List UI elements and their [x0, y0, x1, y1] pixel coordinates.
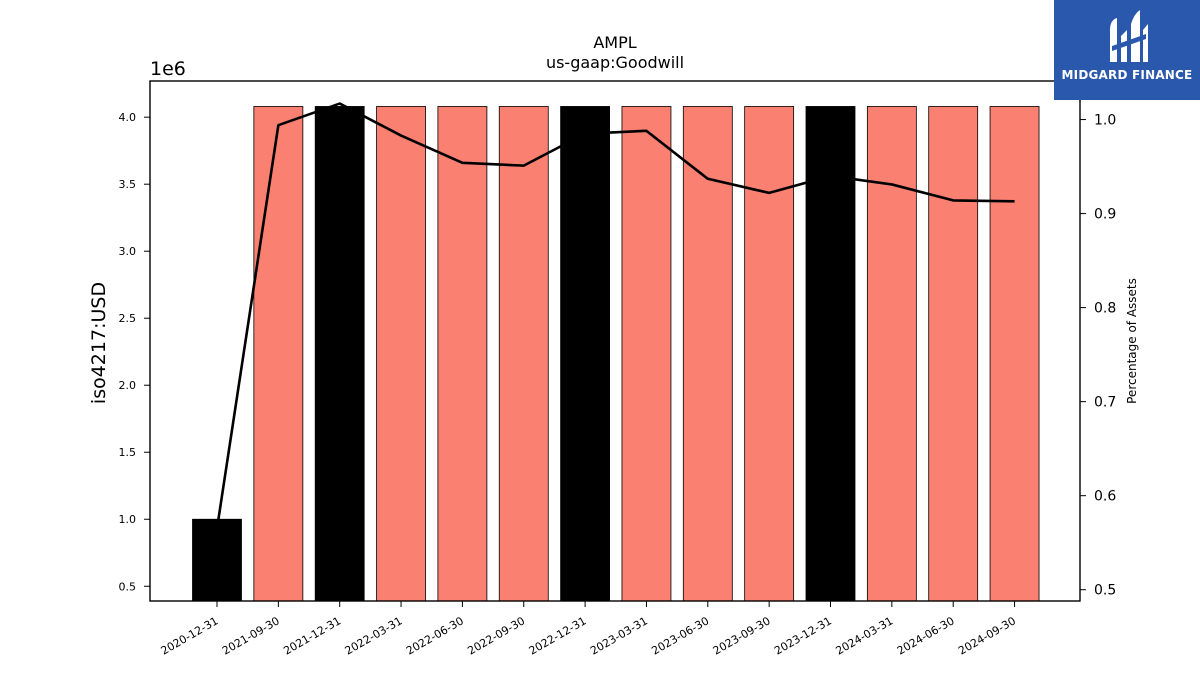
bar-2020-12-31 — [192, 518, 242, 602]
percentage-of-assets-line — [215, 102, 1015, 529]
x-tick-label: 2022-09-30 — [465, 614, 527, 657]
y2-tick-label: 0.7 — [1094, 395, 1116, 411]
left-axis-ticks: 0.5 1.0 1.5 2.0 2.5 3.0 3.5 4.0 — [119, 111, 150, 593]
y-tick-label: 2.0 — [119, 379, 137, 392]
x-tick-label: 2020-12-31 — [159, 614, 221, 657]
y2-axis-label: Percentage of Assets — [1125, 278, 1139, 404]
y-tick-label: 0.5 — [119, 580, 137, 593]
x-tick-label: 2022-12-31 — [527, 614, 589, 657]
x-tick-label: 2022-03-31 — [343, 614, 405, 657]
x-tick-label: 2021-09-30 — [220, 614, 282, 657]
bar-2023-09-30 — [744, 106, 795, 602]
y-tick-label: 3.0 — [119, 245, 137, 258]
y2-tick-label: 0.9 — [1094, 207, 1116, 223]
bar-2022-12-31 — [560, 106, 610, 602]
x-tick-label: 2024-06-30 — [895, 614, 957, 657]
midgard-finance-logo: MIDGARD FINANCE — [1054, 0, 1200, 100]
midgard-logo-icon — [1110, 10, 1148, 62]
x-tick-label: 2022-06-30 — [404, 614, 466, 657]
x-tick-label: 2023-12-31 — [772, 614, 834, 657]
bar-2021-09-30 — [253, 106, 304, 602]
y-axis-label: iso4217:USD — [88, 282, 110, 404]
y2-tick-label: 0.6 — [1094, 489, 1116, 505]
chart-title: AMPL — [593, 33, 636, 52]
bar-2022-09-30 — [498, 106, 549, 602]
bar-2021-12-31 — [314, 106, 365, 602]
x-tick-label: 2023-03-31 — [588, 614, 650, 657]
bar-2023-12-31 — [805, 106, 856, 602]
x-tick-label: 2024-03-31 — [833, 614, 895, 657]
y-tick-label: 1.0 — [119, 513, 137, 526]
x-tick-label: 2023-09-30 — [711, 614, 773, 657]
bar-2022-03-31 — [376, 106, 426, 602]
x-tick-label: 2024-09-30 — [956, 614, 1018, 657]
bar-2024-03-31 — [866, 106, 917, 602]
bar-2024-09-30 — [989, 106, 1040, 602]
y-tick-label: 4.0 — [119, 111, 137, 124]
chart-subtitle: us-gaap:Goodwill — [546, 53, 684, 72]
y2-tick-label: 1.0 — [1094, 113, 1116, 129]
logo-text: MIDGARD FINANCE — [1061, 68, 1193, 82]
right-axis-ticks: 0.5 0.6 0.7 0.8 0.9 1.0 — [1080, 113, 1116, 599]
x-tick-label: 2023-06-30 — [649, 614, 711, 657]
bar-2023-03-31 — [621, 106, 672, 602]
plot-frame — [149, 80, 1081, 602]
x-axis-ticks: 2020-12-31 2021-09-30 2021-12-31 2022-03-31… — [159, 601, 1018, 658]
x-tick-label: 2021-12-31 — [281, 614, 343, 657]
y-tick-label: 3.5 — [119, 178, 137, 191]
bar-2022-06-30 — [437, 106, 488, 602]
y-tick-label: 2.5 — [119, 312, 137, 325]
y-tick-label: 1.5 — [119, 446, 137, 459]
bar-2023-06-30 — [682, 106, 733, 602]
y-offset-label: 1e6 — [150, 58, 186, 80]
bar-2024-06-30 — [928, 106, 979, 602]
y2-tick-label: 0.8 — [1094, 301, 1116, 317]
bars-layer — [192, 106, 1040, 602]
y2-tick-label: 0.5 — [1094, 583, 1116, 599]
